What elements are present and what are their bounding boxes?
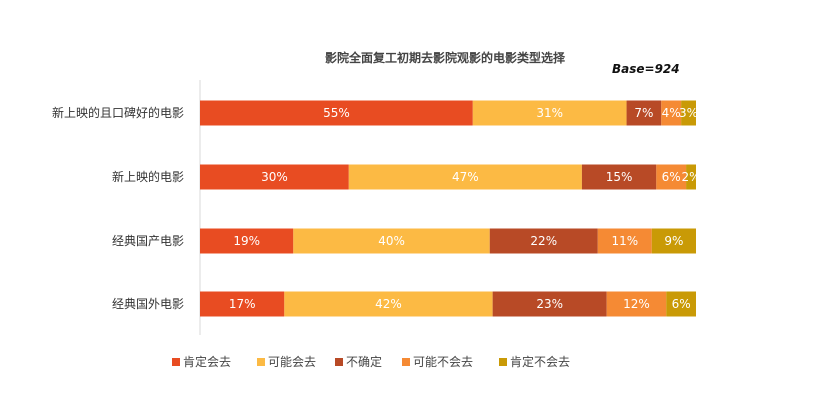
legend-swatch [402, 358, 410, 366]
legend-swatch [172, 358, 180, 366]
bar-segment [686, 164, 696, 190]
bar-segment [681, 100, 696, 126]
data-label: 55% [323, 106, 350, 120]
bar-segment [666, 291, 696, 317]
bar-segment [489, 228, 598, 254]
bar-segment [284, 291, 493, 317]
data-label: 31% [536, 106, 563, 120]
bar-segment [200, 100, 473, 126]
base-annotation: Base=924 [612, 62, 680, 76]
data-label: 7% [634, 106, 653, 120]
data-label: 2% [682, 170, 701, 184]
bar-segment [597, 228, 652, 254]
chart-title: 影院全面复工初期去影院观影的电影类型选择 [325, 50, 566, 65]
category-label: 经典国产电影 [112, 234, 184, 248]
legend: 肯定会去 可能会去 不确定 可能不会去 肯定不会去 [172, 354, 570, 369]
data-label: 40% [378, 234, 405, 248]
legend-swatch [335, 358, 343, 366]
data-label: 19% [233, 234, 260, 248]
bar-segment [293, 228, 490, 254]
data-label: 17% [229, 297, 256, 311]
data-label: 9% [664, 234, 683, 248]
data-label: 3% [679, 106, 698, 120]
category-label: 经典国外电影 [112, 297, 184, 311]
category-label: 新上映的电影 [112, 169, 184, 184]
category-label: 新上映的且口碑好的电影 [52, 105, 184, 120]
data-label: 12% [623, 297, 650, 311]
data-label: 30% [261, 170, 288, 184]
bar-segment [492, 291, 607, 317]
data-label: 23% [536, 297, 563, 311]
data-label: 4% [662, 106, 681, 120]
bar-segment [581, 164, 657, 190]
bar-segment [626, 100, 662, 126]
bar-segment [200, 228, 294, 254]
data-label: 11% [611, 234, 638, 248]
legend-label: 肯定不会去 [510, 354, 570, 369]
data-label: 15% [606, 170, 633, 184]
legend-swatch [257, 358, 265, 366]
data-label: 42% [375, 297, 402, 311]
bar-segment [472, 100, 627, 126]
bars-group: 55% 31% 7% 4%3%30% 47% 15% 6% 2%19% 40% 22% 11% 9%1… [200, 100, 701, 317]
data-label: 6% [662, 170, 681, 184]
legend-label: 可能会去 [268, 355, 316, 369]
bar-segment [348, 164, 582, 190]
bar-segment [651, 228, 696, 254]
legend-label: 可能不会去 [413, 355, 473, 369]
bar-segment [606, 291, 667, 317]
bar-segment [661, 100, 682, 126]
bar-segment [200, 291, 285, 317]
legend-label: 不确定 [346, 354, 382, 369]
data-label: 6% [672, 297, 691, 311]
legend-label: 肯定会去 [183, 354, 231, 369]
data-label: 47% [452, 170, 479, 184]
legend-swatch [499, 358, 507, 366]
bar-segment [656, 164, 687, 190]
bar-segment [200, 164, 349, 190]
data-label: 22% [530, 234, 557, 248]
